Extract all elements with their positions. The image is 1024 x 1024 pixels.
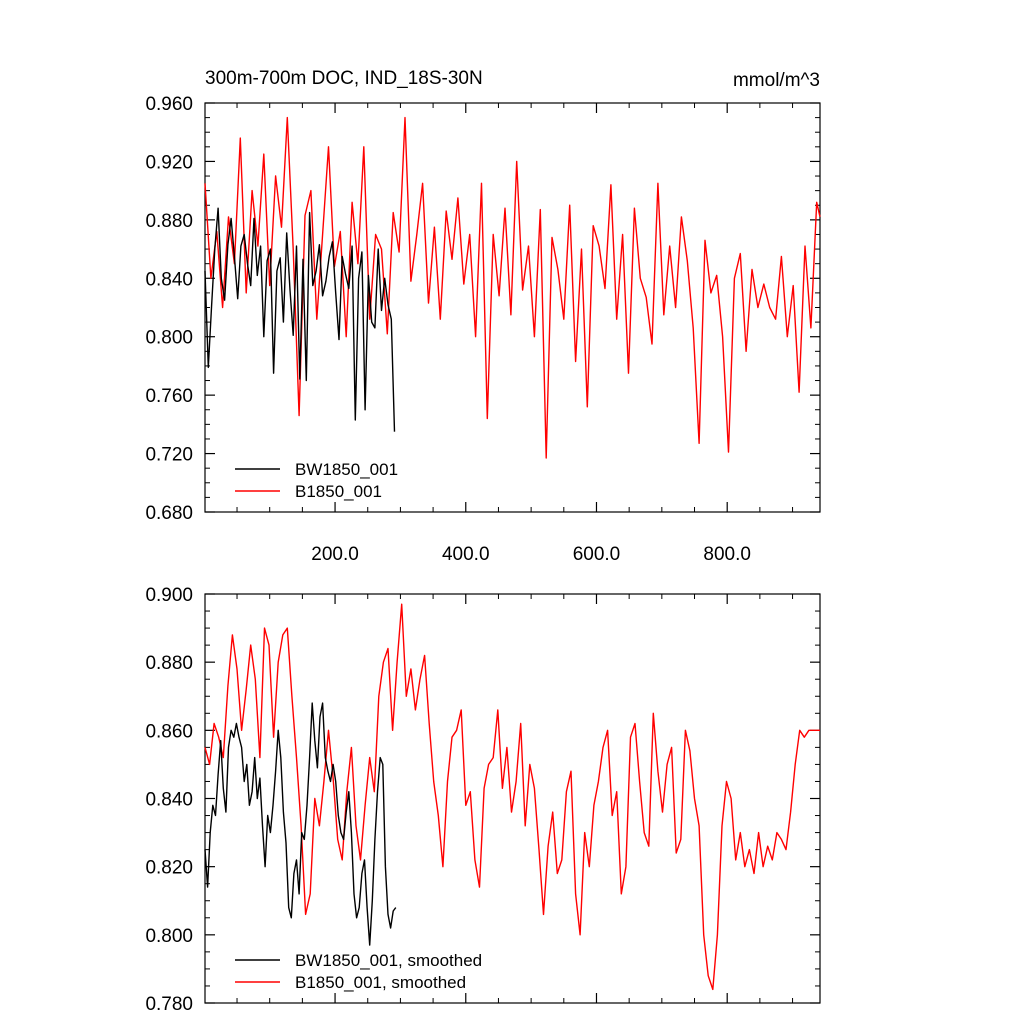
y-tick-label: 0.960 [145, 94, 193, 115]
y-tick-label: 0.780 [145, 994, 193, 1015]
legend-label: B1850_001, smoothed [295, 973, 466, 992]
panel-units: mmol/m^3 [733, 70, 820, 91]
y-tick-label: 0.800 [145, 926, 193, 947]
y-tick-label: 0.760 [145, 386, 193, 407]
bottom-series-group [204, 603, 820, 991]
legend-label: B1850_001 [295, 482, 382, 501]
top-axes: 0.680 0.720 0.760 0.800 0.840 0.880 0.920 0.960… [145, 94, 821, 565]
series-line-bw1850-001-smoothed [204, 702, 397, 946]
x-tick-label: 400.0 [442, 544, 490, 565]
x-tick-label: 800.0 [703, 544, 751, 565]
y-tick-label: 0.820 [145, 858, 193, 879]
y-tick-label: 0.880 [145, 211, 193, 232]
top-series-group [204, 116, 821, 459]
bottom-legend: BW1850_001, smoothed B1850_001, smoothed [235, 951, 482, 992]
y-tick-label: 0.880 [145, 653, 193, 674]
bottom-axes: 0.780 0.800 0.820 0.840 0.860 0.880 0.900 [145, 585, 821, 1015]
plot-frame [204, 593, 821, 1004]
bottom-panel: 0.780 0.800 0.820 0.840 0.860 0.880 0.900 BW18… [145, 585, 821, 1015]
series-line-b1850-001 [204, 116, 821, 459]
y-tick-label: 0.800 [145, 328, 193, 349]
panel-title: 300m-700m DOC, IND_18S-30N [205, 68, 483, 89]
legend-label: BW1850_001 [295, 460, 398, 479]
series-line-bw1850-001 [204, 207, 396, 432]
y-tick-label: 0.840 [145, 790, 193, 811]
series-line-b1850-001-smoothed [204, 603, 820, 991]
y-tick-label: 0.840 [145, 269, 193, 290]
x-tick-label: 600.0 [573, 544, 621, 565]
y-tick-label: 0.900 [145, 585, 193, 606]
y-tick-label: 0.920 [145, 152, 193, 173]
top-panel: 300m-700m DOC, IND_18S-30N mmol/m^3 0.68… [145, 68, 821, 565]
y-tick-label: 0.860 [145, 721, 193, 742]
y-tick-label: 0.720 [145, 445, 193, 466]
y-tick-label: 0.680 [145, 503, 193, 524]
legend-label: BW1850_001, smoothed [295, 951, 482, 970]
top-legend: BW1850_001 B1850_001 [235, 460, 398, 501]
x-tick-label: 200.0 [311, 544, 359, 565]
